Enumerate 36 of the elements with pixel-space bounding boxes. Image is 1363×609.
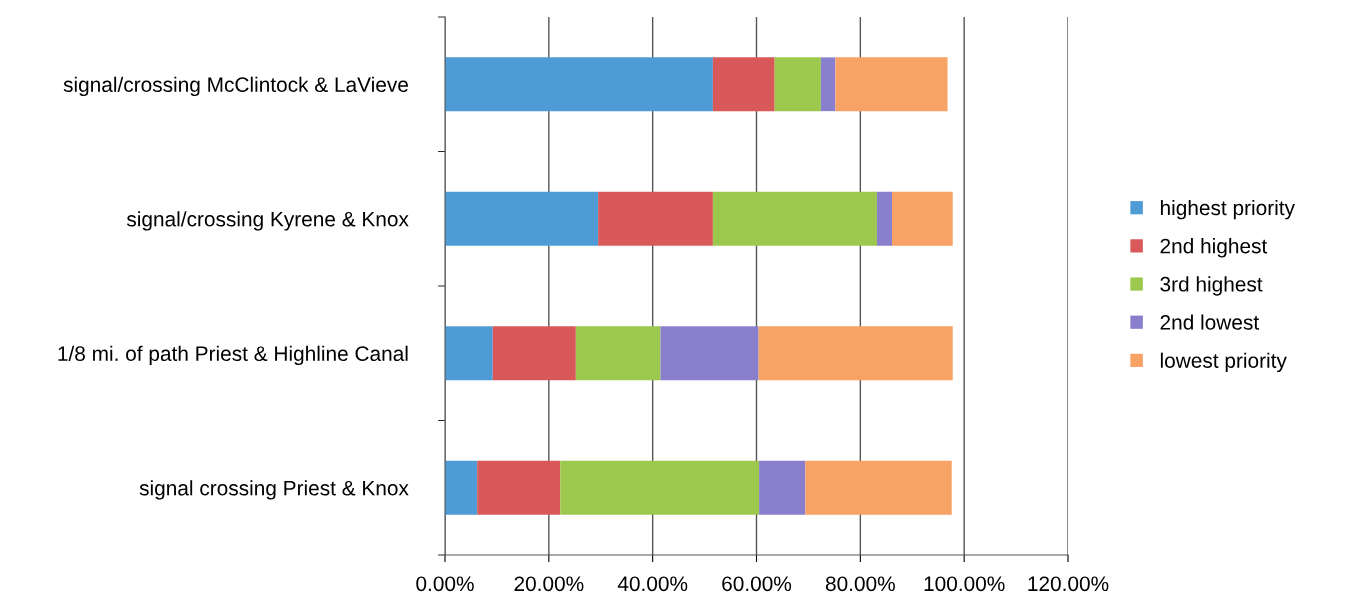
bar	[445, 460, 478, 515]
bar	[876, 191, 892, 246]
y-tick-label: signal/crossing Kyrene & Knox	[126, 211, 409, 231]
bar	[774, 57, 821, 112]
bar	[598, 191, 713, 246]
bar	[445, 57, 713, 112]
x-tick-label: 100.00%	[924, 576, 1005, 592]
x-tick-label: 40.00%	[617, 576, 688, 592]
bar	[892, 191, 953, 246]
y-tick-label: 1/8 mi. of path Priest & Highline Canal	[58, 345, 408, 366]
bar	[575, 326, 661, 381]
bar	[758, 326, 953, 381]
bar	[445, 326, 493, 381]
legend-label: highest priority	[1160, 199, 1295, 220]
x-tick-label: 80.00%	[825, 576, 895, 592]
bar	[492, 326, 576, 381]
bar	[835, 57, 948, 112]
x-tick-label: 0.00%	[416, 576, 474, 592]
legend-label: 2nd lowest	[1160, 314, 1259, 330]
y-tick-label: signal crossing Priest & Knox	[139, 480, 409, 500]
bar	[445, 191, 599, 246]
legend-label: lowest priority	[1160, 352, 1287, 373]
legend-label: 3rd highest	[1160, 276, 1263, 296]
x-tick-label: 20.00%	[514, 576, 584, 592]
bar	[820, 57, 836, 112]
bar	[805, 460, 952, 515]
legend-label: 2nd highest	[1160, 238, 1268, 258]
y-tick-label: signal/crossing McClintock & LaVieve	[63, 76, 408, 97]
bar	[712, 191, 877, 246]
x-tick-label: 60.00%	[722, 576, 792, 592]
bar	[712, 57, 775, 112]
bar	[560, 460, 760, 515]
bar	[660, 326, 759, 381]
bar	[759, 460, 806, 515]
bar	[477, 460, 561, 515]
x-tick-label: 120.00%	[1028, 576, 1109, 592]
